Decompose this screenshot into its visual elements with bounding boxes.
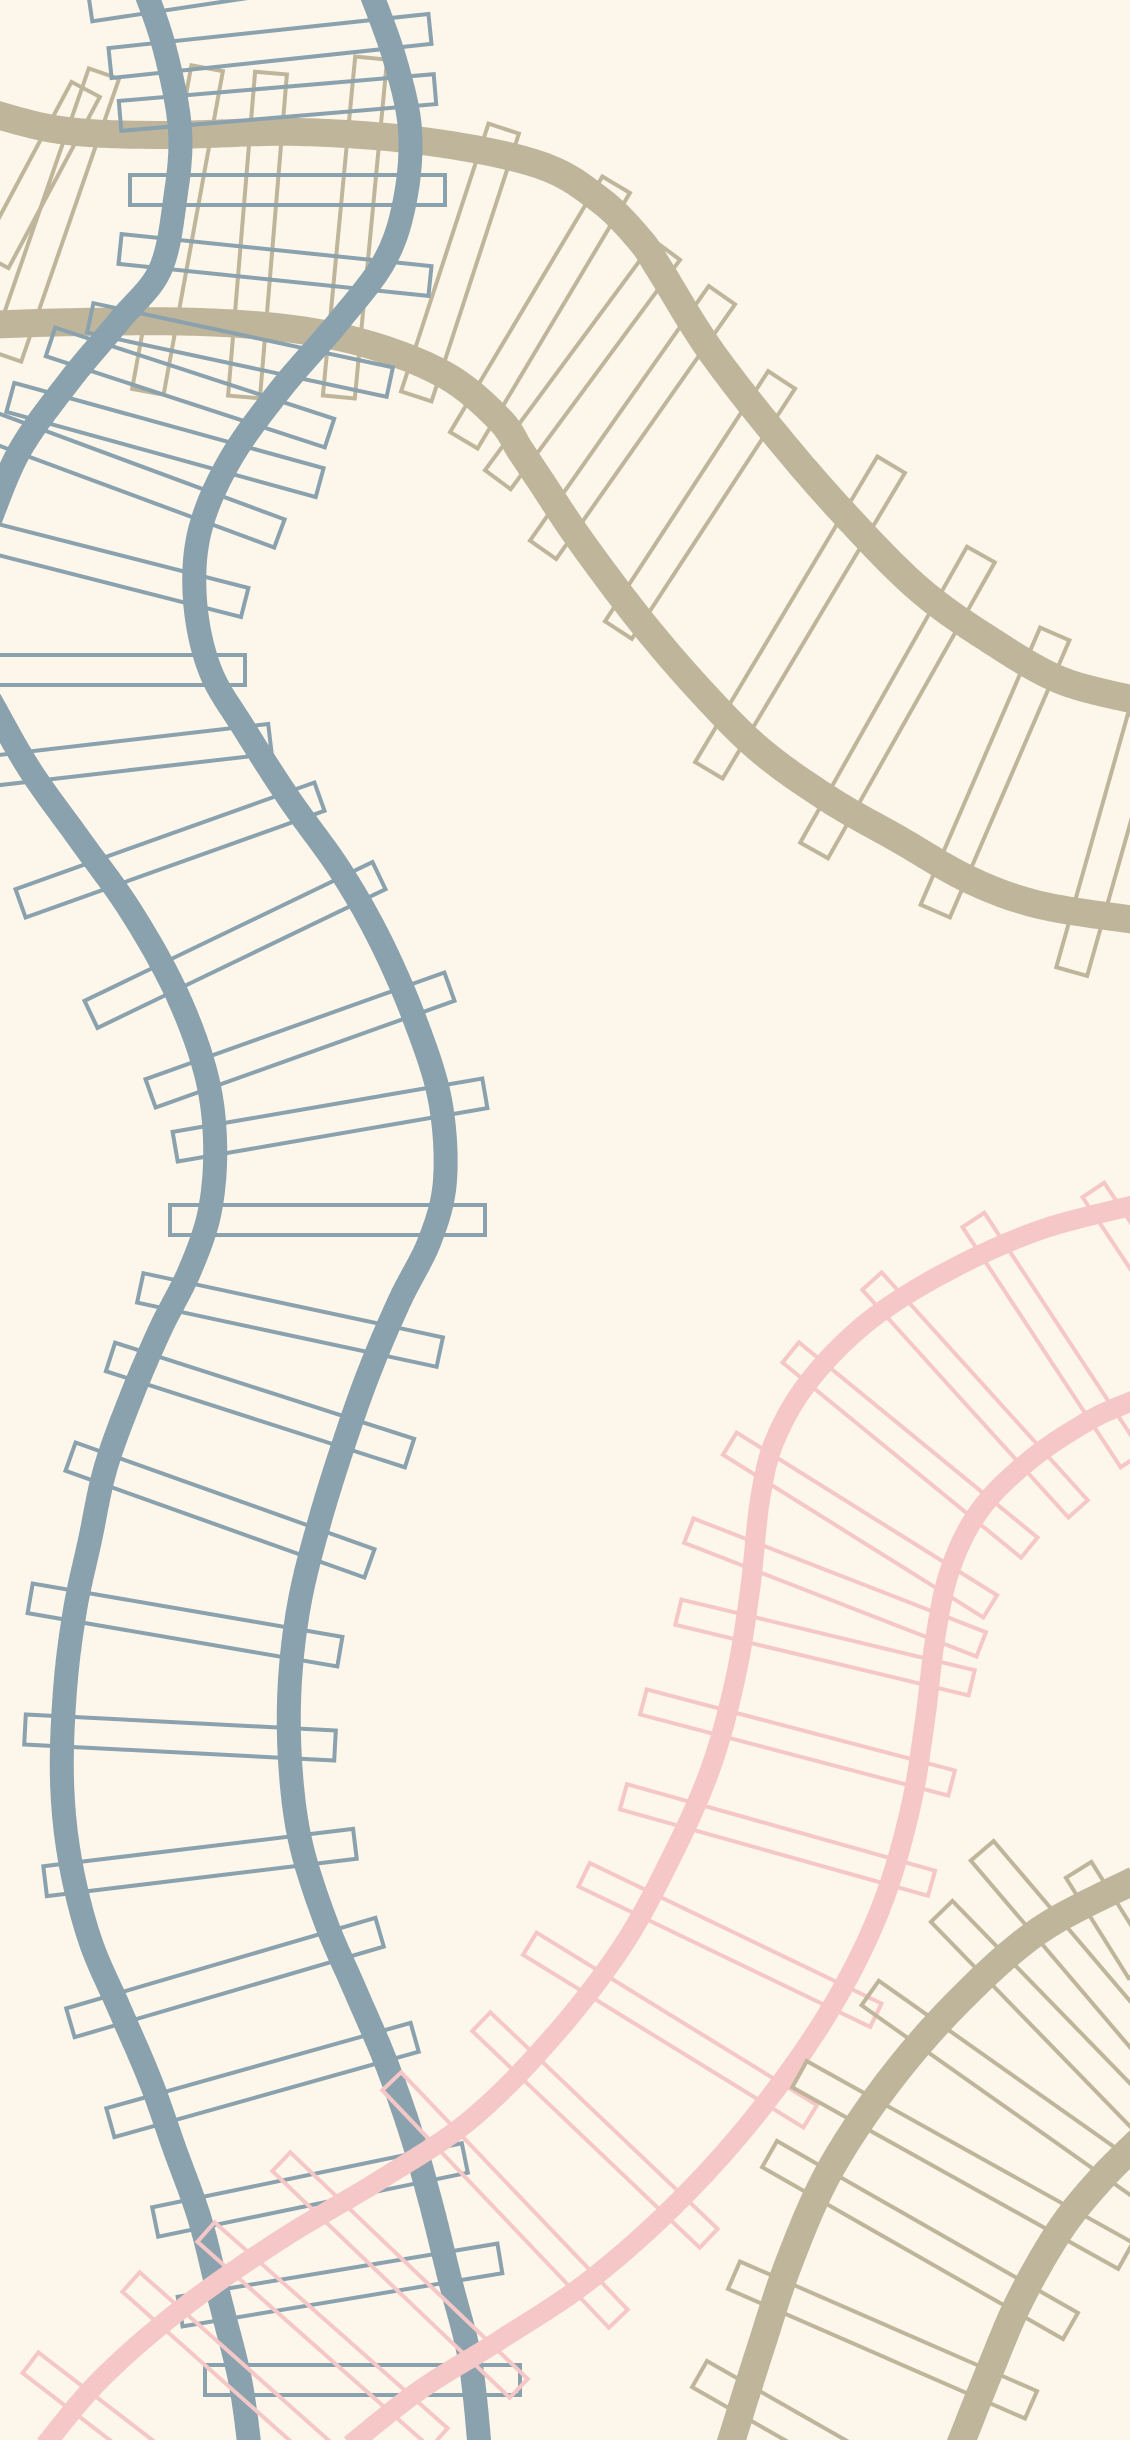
railway-track-illustration [0, 0, 1130, 2440]
